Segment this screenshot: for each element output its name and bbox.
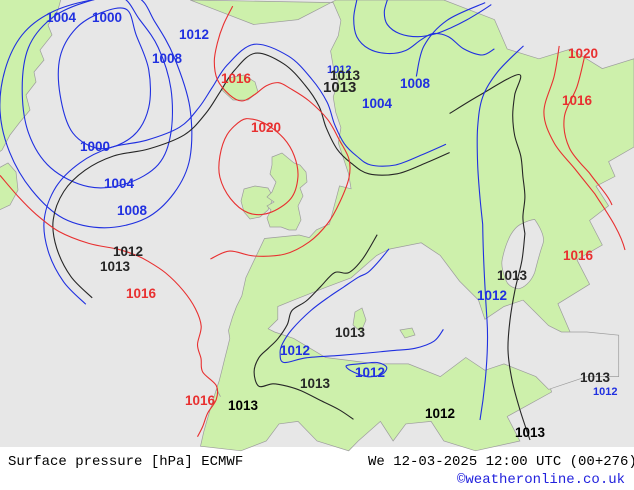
svg-text:1012: 1012 — [425, 406, 455, 421]
svg-text:1020: 1020 — [251, 120, 281, 135]
svg-text:1016: 1016 — [126, 286, 157, 301]
svg-text:1004: 1004 — [104, 176, 135, 191]
svg-text:1016: 1016 — [185, 393, 216, 408]
svg-text:We 12-03-2025 12:00 UTC (00+27: We 12-03-2025 12:00 UTC (00+276) — [368, 454, 634, 470]
svg-text:1000: 1000 — [80, 139, 110, 154]
svg-text:1012: 1012 — [113, 244, 143, 259]
svg-text:1008: 1008 — [400, 76, 431, 91]
svg-text:1012: 1012 — [179, 27, 209, 42]
svg-text:1016: 1016 — [221, 71, 252, 86]
svg-text:1013: 1013 — [515, 425, 546, 440]
svg-text:1004: 1004 — [362, 96, 393, 111]
svg-text:1013: 1013 — [330, 68, 361, 83]
svg-text:1016: 1016 — [562, 93, 593, 108]
svg-text:1013: 1013 — [300, 376, 331, 391]
svg-text:1000: 1000 — [92, 10, 122, 25]
svg-text:1020: 1020 — [568, 46, 598, 61]
svg-text:1016: 1016 — [563, 248, 594, 263]
svg-text:1012: 1012 — [355, 365, 385, 380]
svg-text:©weatheronline.co.uk: ©weatheronline.co.uk — [457, 472, 625, 488]
svg-text:1013: 1013 — [335, 325, 366, 340]
svg-text:1013: 1013 — [100, 259, 131, 274]
svg-text:1008: 1008 — [117, 203, 148, 218]
svg-text:1012: 1012 — [477, 288, 507, 303]
svg-text:1013: 1013 — [228, 398, 259, 413]
svg-text:1013: 1013 — [580, 370, 611, 385]
svg-text:1013: 1013 — [497, 268, 528, 283]
svg-text:1012: 1012 — [280, 343, 310, 358]
svg-text:Surface pressure [hPa] ECMWF: Surface pressure [hPa] ECMWF — [8, 454, 243, 470]
svg-text:1004: 1004 — [46, 10, 77, 25]
svg-text:1012: 1012 — [593, 386, 617, 398]
svg-text:1008: 1008 — [152, 51, 183, 66]
